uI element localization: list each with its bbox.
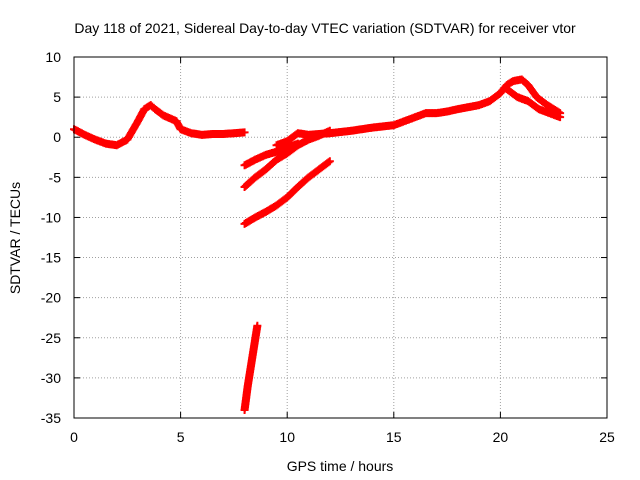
x-axis-label: GPS time / hours bbox=[287, 458, 394, 474]
x-tick-label: 5 bbox=[177, 429, 185, 445]
series-band-2 bbox=[240, 126, 334, 191]
x-tick-label: 25 bbox=[599, 429, 615, 445]
series-late-arc bbox=[502, 85, 565, 122]
y-tick-label: 10 bbox=[45, 49, 61, 65]
series-band-3 bbox=[240, 157, 334, 228]
data-point bbox=[556, 113, 565, 122]
y-axis-label: SDTVAR / TECUs bbox=[7, 182, 23, 294]
data-point bbox=[253, 321, 262, 330]
x-tick-label: 15 bbox=[386, 429, 402, 445]
y-tick-label: -30 bbox=[41, 370, 61, 386]
axis-ticks: 0 5 10 15 20 25 10 5 0 -5 -10 -15 -20 -25 -30 -35 bbox=[41, 49, 615, 445]
y-tick-label: -35 bbox=[41, 410, 61, 426]
plot-frame bbox=[73, 56, 608, 419]
series-drop bbox=[240, 321, 262, 414]
chart-title: Day 118 of 2021, Sidereal Day-to-day VTE… bbox=[74, 20, 576, 36]
data-point bbox=[240, 128, 249, 137]
y-tick-label: -20 bbox=[41, 290, 61, 306]
x-tick-label: 10 bbox=[279, 429, 295, 445]
y-tick-label: -5 bbox=[49, 169, 62, 185]
y-tick-label: -15 bbox=[41, 250, 61, 266]
y-tick-label: -25 bbox=[41, 330, 61, 346]
data-point bbox=[325, 126, 334, 135]
series-layer bbox=[70, 75, 565, 414]
x-tick-label: 0 bbox=[70, 429, 78, 445]
y-tick-label: 0 bbox=[53, 129, 61, 145]
y-tick-label: -10 bbox=[41, 209, 61, 225]
series-marker bbox=[324, 158, 333, 167]
x-tick-label: 20 bbox=[493, 429, 509, 445]
series-main-arc bbox=[70, 101, 249, 150]
data-point bbox=[325, 157, 334, 166]
y-tick-label: 5 bbox=[53, 89, 61, 105]
